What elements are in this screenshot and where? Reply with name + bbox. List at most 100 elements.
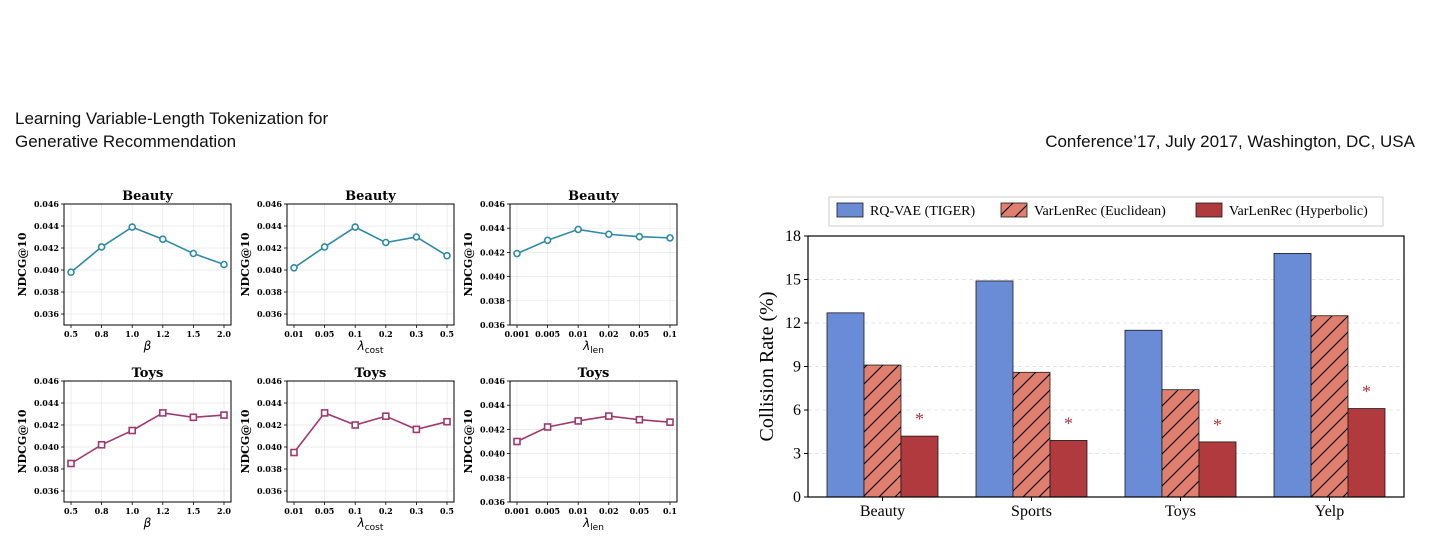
x-tick-label: 0.8 [95,329,109,339]
plot-frame [509,380,678,503]
chart-title: Beauty [345,189,396,204]
x-tick-label: 0.8 [95,506,109,516]
data-point [574,417,583,425]
legend-label: RQ-VAE (TIGER) [870,204,975,219]
x-tick-label: 0.5 [440,329,454,339]
header-title-line-1: Learning Variable-Length Tokenization fo… [15,109,329,128]
data-point [97,440,106,449]
data-point [351,421,360,429]
y-axis-label: NDCG@10 [16,232,29,296]
legend-label: VarLenRec (Euclidean) [1034,204,1166,219]
data-point [128,426,136,435]
y-tick-label: 0.044 [480,223,505,233]
data-point [513,249,521,258]
x-tick-label: 0.05 [630,329,649,339]
line-chart-1: 0.036 0.038 0.040 0.042 0.044 0.046 0.5 0.8 1.0 1… [16,189,232,353]
y-tick-label: 0.044 [34,398,59,408]
x-axis-label-main: λ [357,516,365,530]
x-axis-label: λlen [582,516,604,533]
y-tick-label: 0.046 [480,376,505,386]
line-chart-5: 0.036 0.038 0.040 0.042 0.044 0.046 0.01 0.05 0.… [239,366,455,533]
x-tick-label: 2.0 [217,329,231,339]
line-chart-6: 0.036 0.038 0.040 0.042 0.044 0.046 0.001 0.005… [462,366,678,533]
x-tick-label: 0.05 [315,506,334,516]
x-axis-label-main: λ [357,339,365,353]
x-tick-label: 0.005 [535,329,560,339]
running-header-venue: Conference’17, July 2017, Washington, DC… [1045,132,1415,151]
plot-frame [63,380,232,503]
x-tick-label: 0.01 [568,506,587,516]
header-title-line-2: Generative Recommendation [15,132,237,151]
x-tick-label: 0.1 [663,329,677,339]
x-tick-label: Yelp [1315,503,1345,520]
data-point [159,409,167,417]
x-tick-label: Beauty [860,503,905,520]
x-axis-label-sub: len [590,346,604,356]
y-tick-label: 0.044 [480,400,505,410]
x-tick-label: 1.0 [125,329,139,339]
data-point [543,423,552,431]
y-tick-label: 0.042 [257,420,282,430]
y-tick-label: 0.040 [34,442,59,452]
y-tick-label: 0.042 [257,243,282,253]
series-line [293,226,448,269]
x-axis-label-sub: cost [365,346,384,356]
data-point [220,411,228,419]
x-tick-label: 1.5 [186,506,200,516]
plot-frame [509,203,678,326]
x-tick-label: 0.2 [379,329,393,339]
chart-title: Toys [132,366,164,381]
y-tick-label: 0.038 [480,296,505,306]
x-axis-label: β [143,339,152,353]
x-tick-label: 1.0 [125,506,139,516]
x-tick-label: 0.005 [535,506,560,516]
x-tick-label: 0.02 [599,329,618,339]
x-tick-label: 0.3 [409,329,423,339]
data-point [443,417,451,426]
collision-rate-chart: * Beauty * Sports * Toys * Yelp 0 3 6 9 12 15 18 Collis… [756,196,1405,520]
data-point [443,251,451,260]
y-tick-label: 0.038 [34,287,59,297]
data-point [351,223,360,231]
y-tick-label: 0.042 [34,243,59,253]
bar-hatch [1162,389,1199,497]
data-point [412,425,421,434]
y-axis-label: NDCG@10 [462,409,475,473]
y-tick-label: 0.042 [34,420,59,430]
x-tick-label: 0.05 [315,329,334,339]
data-point [320,243,329,251]
x-tick-label: 0.001 [504,506,529,516]
legend-label: VarLenRec (Hyperbolic) [1229,204,1368,219]
x-tick-label: 0.5 [64,506,78,516]
data-point [381,238,390,247]
significance-marker: * [1213,415,1222,435]
bar-1 [975,280,1014,498]
x-tick-label: 0.5 [64,329,78,339]
data-point [604,412,613,420]
data-point [635,415,644,424]
y-tick-label: 0.046 [34,199,59,209]
x-tick-label: 2.0 [217,506,231,516]
x-tick-label: Toys [1165,503,1196,520]
legend-swatch-hatch [1001,203,1027,217]
series-line [516,415,671,443]
data-point [220,260,228,269]
data-point [97,243,106,251]
y-tick-label: 0.046 [257,199,282,209]
data-point [128,223,136,231]
plot-frame [286,380,455,503]
bar-3 [1347,408,1386,498]
y-tick-label: 6 [793,402,801,419]
x-tick-label: 0.05 [630,506,649,516]
line-chart-4: 0.036 0.038 0.040 0.042 0.044 0.046 0.5 0.8 1.0 1… [16,366,232,530]
series-line [70,412,225,465]
significance-marker: * [1362,382,1371,402]
series-line [516,228,671,255]
chart-title: Toys [355,366,387,381]
y-tick-label: 0.036 [480,497,505,507]
y-tick-label: 0.044 [257,398,282,408]
data-point [189,249,198,258]
chart-title: Beauty [568,189,619,204]
series-line [293,411,448,453]
